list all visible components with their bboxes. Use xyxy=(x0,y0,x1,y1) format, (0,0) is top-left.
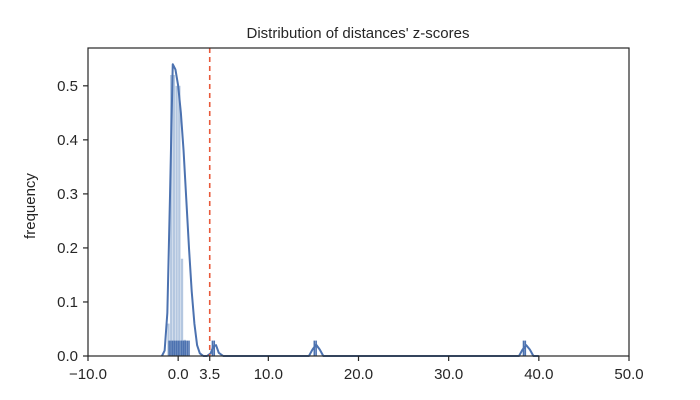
y-tick-label: 0.0 xyxy=(57,348,78,365)
x-tick-label: 30.0 xyxy=(434,366,463,383)
kde-curve-group xyxy=(161,63,539,357)
histogram-bar xyxy=(180,258,184,356)
histogram-bar xyxy=(172,75,176,356)
x-tick-label: 40.0 xyxy=(524,366,553,383)
histogram-bar xyxy=(170,75,173,356)
y-tick-label: 0.4 xyxy=(57,132,78,149)
rug-plot xyxy=(168,340,527,356)
histogram-bar xyxy=(178,85,181,357)
x-axis: −10.0 0.0 3.5 10.0 20.0 30.0 40.0 50.0 xyxy=(69,356,644,383)
chart-title: Distribution of distances' z-scores xyxy=(247,25,470,42)
y-axis-label: frequency xyxy=(22,173,39,239)
x-tick-label: 50.0 xyxy=(614,366,643,383)
x-tick-label: 20.0 xyxy=(344,366,373,383)
x-tick-label: 3.5 xyxy=(199,366,220,383)
y-tick-label: 0.2 xyxy=(57,240,78,257)
kde-curve xyxy=(161,63,539,357)
y-axis: 0.0 0.1 0.2 0.3 0.4 0.5 xyxy=(57,78,88,365)
x-tick-label: −10.0 xyxy=(69,366,107,383)
x-tick-label: 10.0 xyxy=(254,366,283,383)
y-tick-label: 0.1 xyxy=(57,294,78,311)
histogram-bar xyxy=(175,85,178,357)
histogram-bar xyxy=(167,323,170,356)
y-tick-label: 0.3 xyxy=(57,186,78,203)
x-tick-label: 0.0 xyxy=(168,366,189,383)
y-tick-label: 0.5 xyxy=(57,78,78,95)
